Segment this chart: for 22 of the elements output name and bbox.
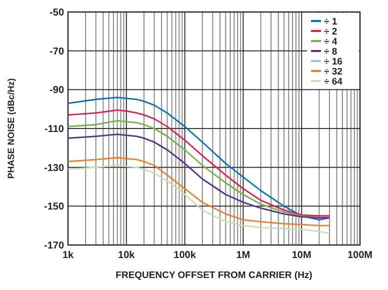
y-tick-label: -50 [50,8,64,18]
x-tick-label: 10k [118,250,136,261]
x-tick-label: 100M [347,250,373,261]
x-tick-label: 10M [292,250,312,261]
legend-label: ÷ 4 [324,36,338,48]
x-tick-label: 1M [236,250,250,261]
y-tick-label: -130 [44,162,64,174]
y-tick-label: -70 [50,46,64,58]
legend-label: ÷ 2 [324,26,338,38]
x-tick-label: 1k [62,250,74,261]
y-tick-label: -150 [44,202,64,213]
y-tick-label: -110 [44,124,64,135]
y-tick-label: -170 [44,240,64,252]
legend-label: ÷ 32 [324,66,342,78]
y-tick-label: -90 [50,85,64,96]
legend-label: ÷ 64 [324,76,344,88]
x-tick-label: 100k [174,250,196,261]
y-axis-title: PHASE NOISE (dBc/Hz) [6,78,16,179]
legend-label: ÷ 16 [324,56,342,68]
x-axis-title: FREQUENCY OFFSET FROM CARRIER (Hz) [116,270,312,281]
legend-label: ÷ 8 [324,46,338,58]
legend-label: ÷ 1 [324,16,338,28]
